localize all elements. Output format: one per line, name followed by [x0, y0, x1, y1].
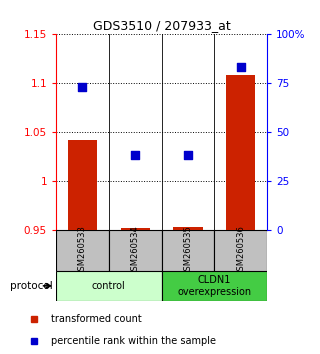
Point: [238, 64, 244, 70]
FancyBboxPatch shape: [56, 230, 109, 271]
Point: [80, 84, 85, 90]
Text: transformed count: transformed count: [51, 314, 142, 324]
Text: GSM260534: GSM260534: [131, 225, 140, 276]
Text: GSM260536: GSM260536: [236, 225, 245, 276]
Text: CLDN1
overexpression: CLDN1 overexpression: [177, 275, 252, 297]
FancyBboxPatch shape: [214, 230, 267, 271]
Point: [133, 153, 138, 158]
Title: GDS3510 / 207933_at: GDS3510 / 207933_at: [93, 19, 230, 33]
Text: control: control: [92, 281, 126, 291]
Text: GSM260533: GSM260533: [78, 225, 87, 276]
Bar: [226, 75, 255, 230]
Bar: [173, 227, 203, 230]
FancyBboxPatch shape: [109, 230, 162, 271]
Text: percentile rank within the sample: percentile rank within the sample: [51, 336, 216, 346]
Text: protocol: protocol: [10, 281, 52, 291]
Text: GSM260535: GSM260535: [183, 225, 193, 276]
FancyBboxPatch shape: [162, 230, 214, 271]
FancyBboxPatch shape: [162, 271, 267, 301]
Bar: [68, 140, 97, 230]
FancyBboxPatch shape: [56, 271, 162, 301]
Point: [186, 153, 191, 158]
Bar: [121, 228, 150, 230]
